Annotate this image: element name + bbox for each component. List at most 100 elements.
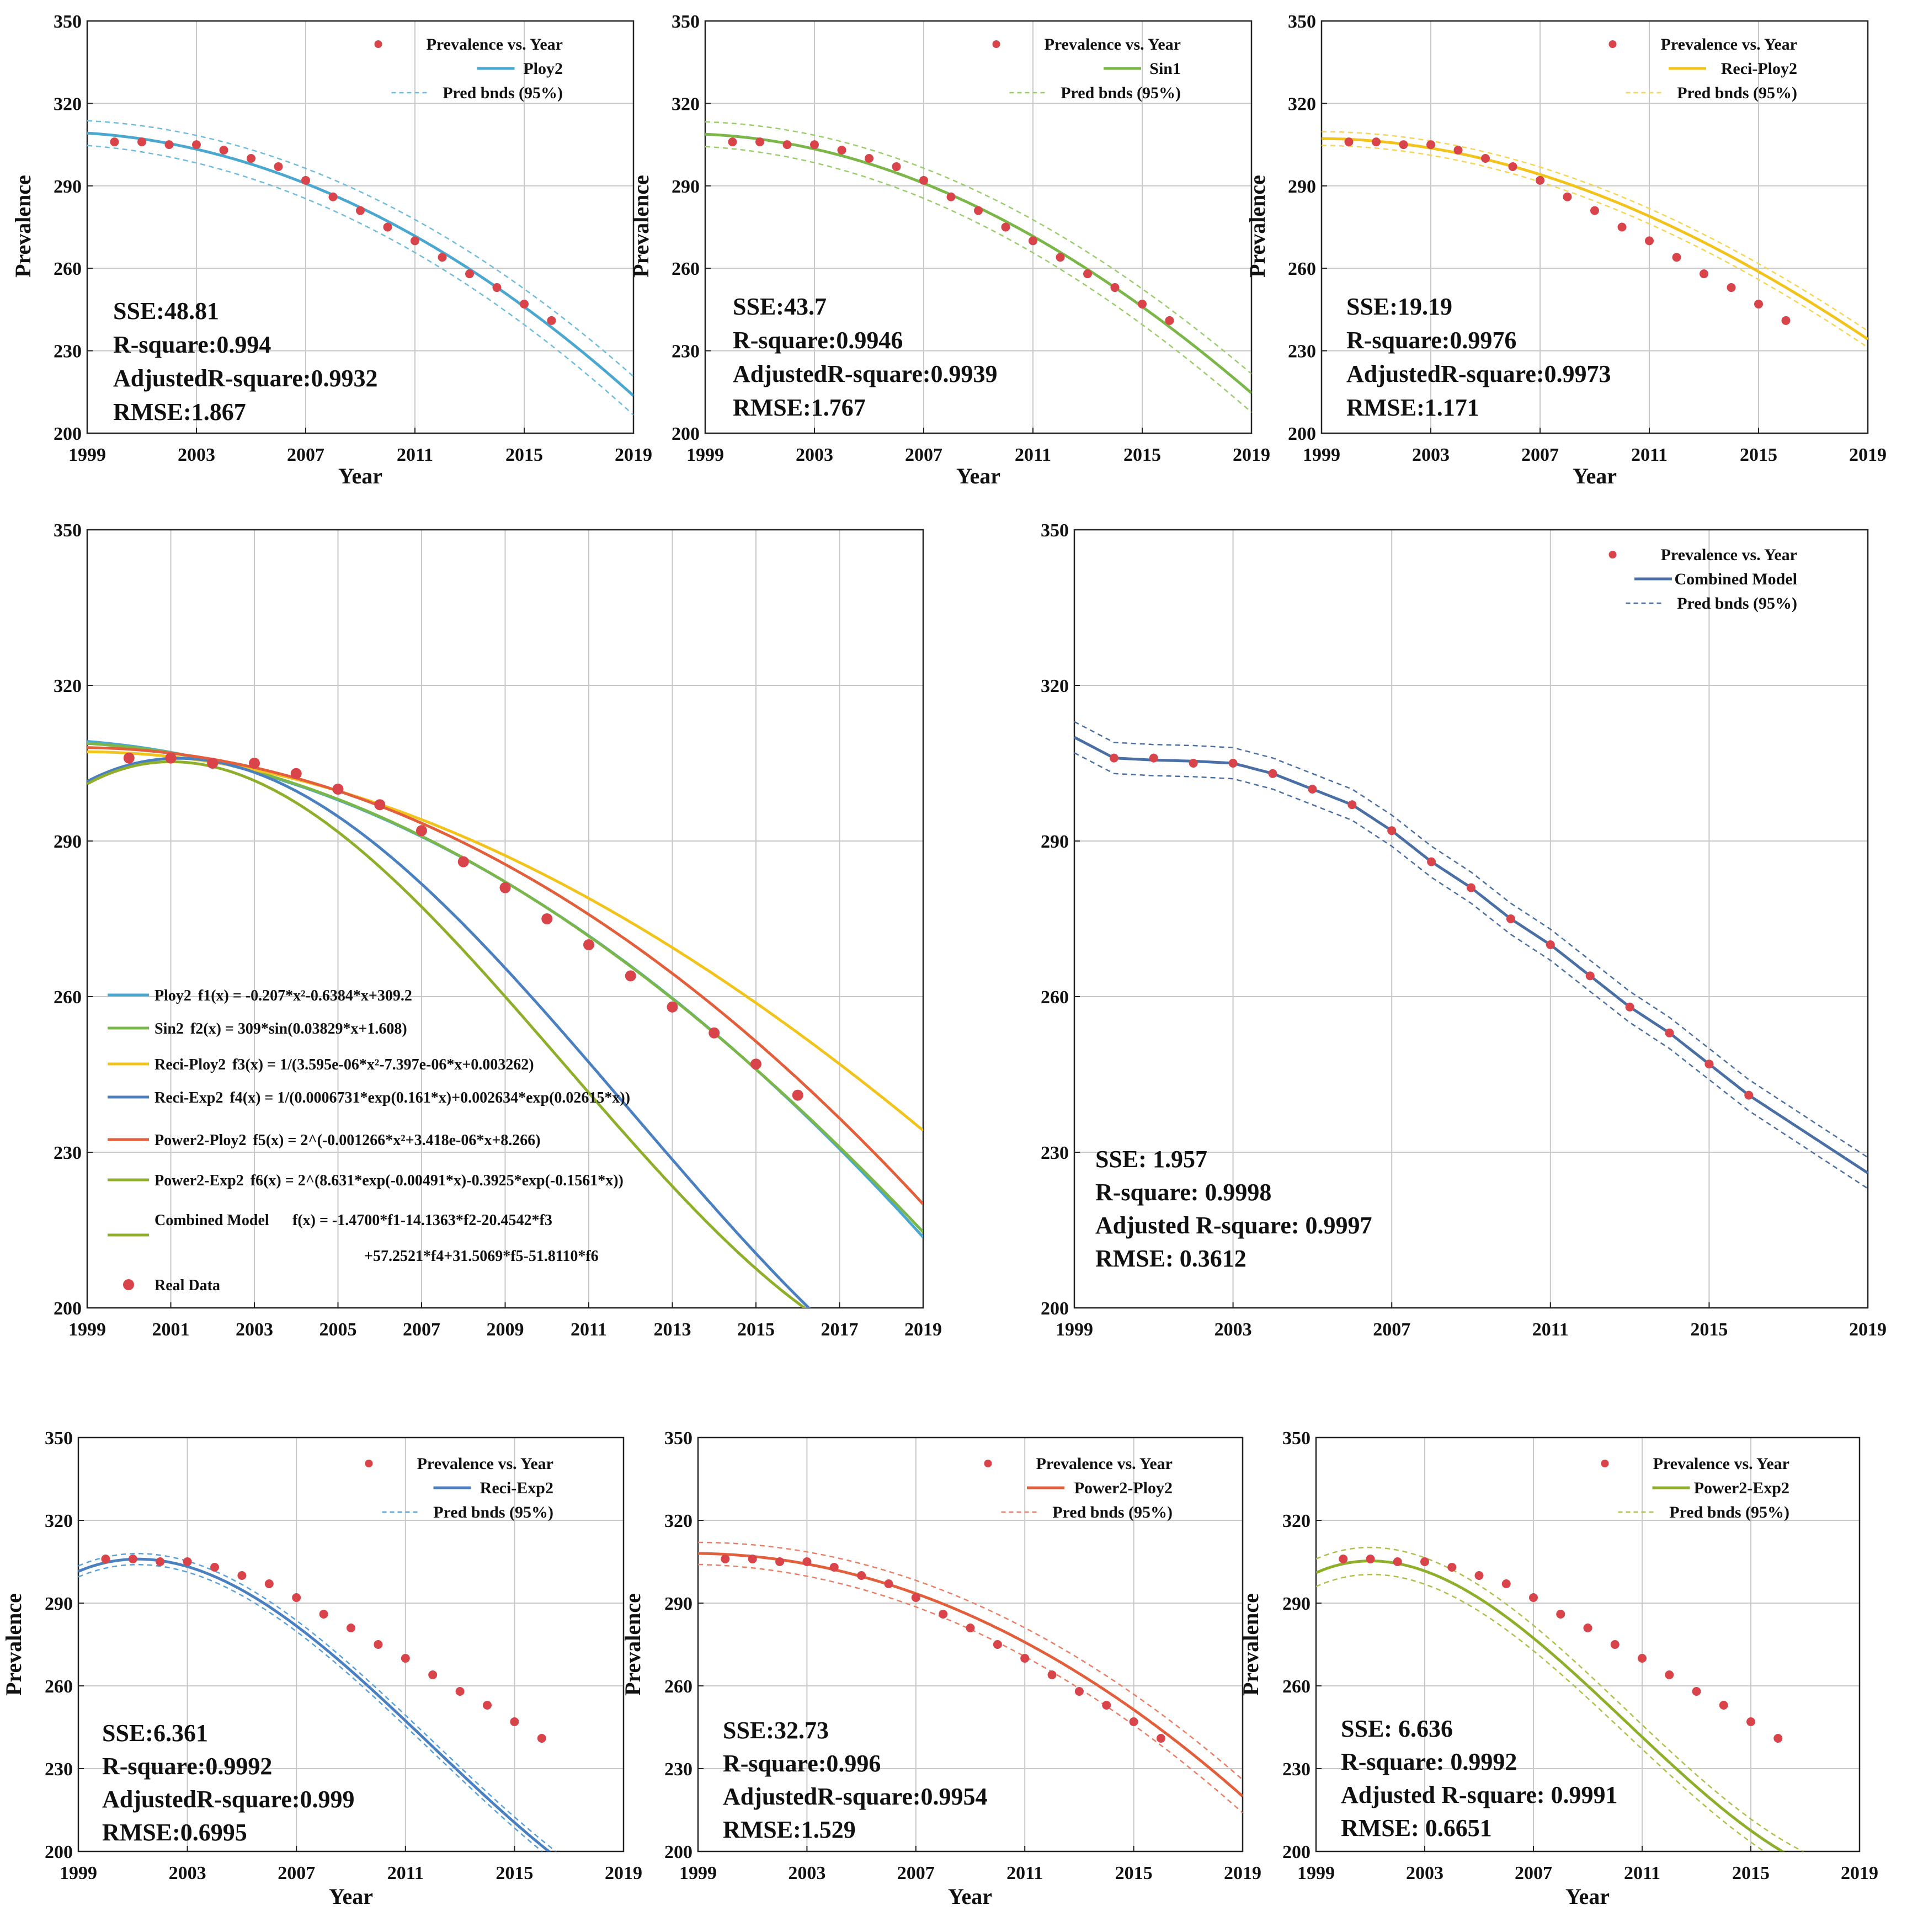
legend-label-bounds: Pred bnds (95%) <box>1677 594 1797 613</box>
data-point <box>1083 269 1092 279</box>
data-point <box>301 175 310 185</box>
legend-label-data: Prevalence vs. Year <box>1036 1455 1173 1473</box>
legend-label-data: Prevalence vs. Year <box>417 1455 553 1473</box>
legend-label-bounds: Pred bnds (95%) <box>443 84 563 102</box>
legend-label-fit: Ploy2 <box>523 60 563 78</box>
legend-series-formula: f5(x) = 2^(-0.001266*x²+3.418e-06*x+8.26… <box>253 1132 540 1149</box>
legend-label-fit: Power2-Ploy2 <box>1074 1479 1173 1497</box>
x-tick-label: 2019 <box>904 1319 942 1340</box>
pred-bound-lower <box>1316 1573 1766 1851</box>
data-point <box>483 1701 492 1710</box>
legend-marker-data <box>1601 1460 1609 1467</box>
data-point <box>1453 146 1463 155</box>
y-tick-label: 290 <box>54 832 82 852</box>
legend-combined-formula-1: f(x) = -1.4700*f1-14.1363*f2-20.4542*f3 <box>292 1212 552 1229</box>
legend-label-data: Prevalence vs. Year <box>1653 1455 1789 1473</box>
data-point <box>1536 175 1544 185</box>
legend-label-fit: Combined Model <box>1674 570 1797 588</box>
y-tick-label: 290 <box>1041 832 1069 852</box>
y-tick-label: 350 <box>45 1428 73 1449</box>
legend-combined-label: Combined Model <box>155 1212 269 1229</box>
data-point <box>865 154 873 163</box>
data-point <box>829 1563 839 1572</box>
legend-label-bounds: Pred bnds (95%) <box>1669 1503 1789 1521</box>
chart-reciploy2: 1999 2003 2007 2011 2015 2019 200 230 260 290 320 3… <box>1245 12 1887 488</box>
data-point <box>966 1624 975 1632</box>
data-point <box>207 758 219 769</box>
data-point <box>810 140 819 150</box>
data-point <box>1563 192 1572 201</box>
data-point <box>1228 759 1238 768</box>
legend-combined-formula-2: +57.2521*f4+31.5069*f5-51.8110*f6 <box>364 1248 599 1265</box>
pred-bound-upper <box>698 1541 1243 1780</box>
y-tick-label: 260 <box>45 1676 73 1697</box>
legend-real-data-label: Real Data <box>155 1277 220 1294</box>
data-point <box>1165 316 1174 325</box>
x-tick-label: 2003 <box>178 445 215 465</box>
plot-frame <box>1315 1436 1861 1853</box>
fit-statistic: R-square:0.996 <box>723 1750 881 1777</box>
data-point <box>1546 940 1555 949</box>
y-tick-label: 350 <box>664 1428 693 1449</box>
legend-marker-data <box>992 40 1000 48</box>
data-point <box>164 140 174 150</box>
data-point <box>1339 1555 1348 1563</box>
data-point <box>137 137 146 147</box>
fit-statistic: AdjustedR-square:0.9932 <box>113 365 378 392</box>
data-point <box>1583 1624 1592 1632</box>
data-point <box>775 1557 785 1566</box>
data-point <box>1420 1557 1429 1566</box>
x-tick-label: 2007 <box>278 1863 315 1883</box>
y-tick-label: 200 <box>54 424 82 444</box>
y-tick-label: 290 <box>1288 177 1316 197</box>
data-point <box>1399 140 1408 150</box>
y-tick-label: 230 <box>1288 342 1316 362</box>
data-point <box>1074 1687 1084 1696</box>
data-point <box>101 1555 110 1563</box>
chart-reciexp2: 1999 2003 2007 2011 2015 2019 200 230 260 290 320 3… <box>1 1428 642 1909</box>
legend-marker-data <box>1608 40 1617 48</box>
data-point <box>1447 1563 1457 1572</box>
legend-entry-ploy2: Ploy2 f1(x) = -0.207*x²-0.6384*x+309.2 <box>155 987 412 1004</box>
legend-label-bounds: Pred bnds (95%) <box>1052 1503 1173 1521</box>
x-tick-label: 2015 <box>1740 445 1777 465</box>
fit-curve <box>698 1552 1243 1797</box>
data-point <box>1056 253 1065 262</box>
x-tick-label: 1999 <box>68 1319 106 1340</box>
data-point <box>319 1610 328 1619</box>
y-tick-label: 320 <box>664 1511 693 1531</box>
fit-curve <box>1316 1560 1786 1851</box>
y-tick-label: 350 <box>54 520 82 541</box>
x-tick-label: 2007 <box>1515 1863 1552 1883</box>
y-tick-label: 200 <box>664 1842 693 1862</box>
data-point <box>1700 269 1708 279</box>
data-point <box>1047 1670 1057 1679</box>
data-point <box>1556 1610 1565 1619</box>
data-point <box>1347 800 1357 810</box>
data-point <box>510 1717 519 1726</box>
pred-bound-upper <box>1316 1546 1805 1851</box>
x-tick-label: 2019 <box>1849 1319 1887 1340</box>
x-tick-label: 2015 <box>1123 445 1161 465</box>
x-tick-label: 1999 <box>686 445 724 465</box>
legend-marker-data <box>374 40 382 48</box>
data-point <box>374 799 386 811</box>
x-tick-label: 2011 <box>1532 1319 1569 1340</box>
y-axis-label: Prevalence <box>628 175 653 278</box>
data-point <box>919 175 928 185</box>
data-point <box>455 1687 465 1696</box>
x-tick-label: 2015 <box>496 1863 533 1883</box>
legend-series-formula: f1(x) = -0.207*x²-0.6384*x+309.2 <box>198 987 412 1004</box>
fit-curve <box>1322 137 1868 340</box>
data-point <box>1704 1060 1714 1069</box>
plot-area <box>1322 21 1868 433</box>
data-point <box>128 1555 137 1563</box>
data-point <box>583 939 594 950</box>
legend-series-name: Reci-Ploy2 <box>155 1056 226 1073</box>
data-point <box>755 137 764 147</box>
x-tick-label: 1999 <box>1297 1863 1335 1883</box>
y-tick-label: 320 <box>1288 94 1316 114</box>
legend-label-bounds: Pred bnds (95%) <box>1677 84 1797 102</box>
fit-statistic: RMSE:1.529 <box>723 1816 856 1843</box>
